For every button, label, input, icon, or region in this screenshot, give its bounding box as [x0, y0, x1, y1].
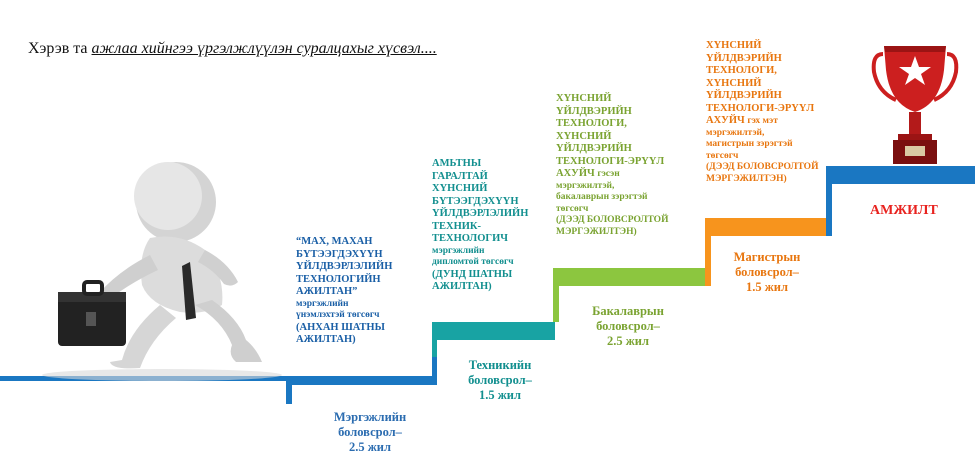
vocational-line: БҮТЭЭГДЭХҮҮН [296, 248, 383, 260]
technical-level: АЖИЛТАН) [432, 281, 492, 292]
running-man-with-briefcase-icon [42, 162, 282, 381]
technical-line: ТЕХНОЛОГИЧ [432, 233, 508, 244]
vocational-line: “МАХ, МАХАН [296, 236, 373, 247]
step-vocational-riser [286, 376, 292, 404]
technical-line: ГАРАЛТАЙ [432, 170, 488, 182]
vocational-description: “МАХ, МАХАН БҮТЭЭГДЭХҮҮН ҮЙЛДВЭРЛЭЛИЙН Т… [296, 236, 428, 347]
vocational-level: АЖИЛТАН) [296, 334, 356, 345]
master-line: ҮЙЛДВЭРИЙН [706, 52, 782, 64]
technical-line: ТЕХНИК- [432, 220, 482, 232]
trophy-star-icon [871, 46, 959, 164]
goal-label: АМЖИЛТ [870, 203, 938, 218]
technical-line: АМЬТНЫ [432, 158, 482, 169]
bachelor-sub: бакалаврын зэрэгтэй [556, 192, 648, 202]
technical-sub: дипломтой төгсөгч [432, 257, 514, 267]
master-description: ХҮНСНИЙ ҮЙЛДВЭРИЙН ТЕХНОЛОГИ, ХҮНСНИЙ ҮЙ… [706, 40, 830, 185]
step-top-tread [826, 166, 975, 184]
vocational-line: АЖИЛТАН” [296, 286, 358, 297]
bachelor-sub: төгсөгч [556, 203, 589, 214]
technical-sub: мэргэжлийн [432, 245, 485, 256]
technical-description: АМЬТНЫ ГАРАЛТАЙ ХҮНСНИЙ БҮТЭЭГДЭХҮҮН ҮЙЛ… [432, 158, 536, 294]
bachelor-line: ХҮНСНИЙ [556, 93, 612, 104]
step-master-tread [705, 218, 828, 236]
master-sub: мэргэжилтэй, [706, 127, 765, 138]
bachelor-level: МЭРГЭЖИЛТЭН) [556, 226, 637, 237]
bachelor-line: ХҮНСНИЙ [556, 130, 612, 142]
technical-line: БҮТЭЭГДЭХҮҮН [432, 195, 519, 207]
heading-prefix: Хэрэв та [28, 40, 92, 57]
step-top-riser [826, 168, 832, 236]
bachelor-inline-sub: гэсэн [597, 169, 620, 179]
master-line: ТЕХНОЛОГИ-ЭРҮҮЛ [706, 102, 815, 114]
step-bachelor-tread [553, 268, 708, 286]
bachelor-sub: мэргэжилтэй, [556, 180, 615, 191]
master-line: ХҮНСНИЙ [706, 77, 762, 89]
bachelor-stage-label: Бакалаврын боловсрол– 2.5 жил [592, 304, 664, 348]
bachelor-description: ХҮНСНИЙ ҮЙЛДВЭРИЙН ТЕХНОЛОГИ, ХҮНСНИЙ ҮЙ… [556, 93, 676, 238]
bachelor-line: ТЕХНОЛОГИ, [556, 118, 627, 129]
vocational-line: ҮЙЛДВЭРЛЭЛИЙН [296, 261, 393, 272]
master-sub: төгсөгч [706, 150, 739, 161]
bachelor-level: (ДЭЭД БОЛОВСРОЛТОЙ [556, 215, 669, 225]
master-level: (ДЭЭД БОЛОВСРОЛТОЙ [706, 162, 819, 172]
vocational-sub: үнэмлэхтэй төгсөгч [296, 310, 380, 320]
master-stage-label: Магистрын боловсрол– 1.5 жил [733, 250, 801, 294]
step-technical-riser [432, 322, 437, 357]
master-line: ҮЙЛДВЭРИЙН [706, 90, 782, 101]
technical-stage-label: Техникийн боловсрол– 1.5 жил [468, 358, 532, 402]
step-bachelor-riser [553, 270, 559, 322]
vocational-line: ТЕХНОЛОГИЙН [296, 273, 381, 285]
bachelor-line: ҮЙЛДВЭРИЙН [556, 143, 632, 154]
technical-line: ҮЙЛДВЭРЛЭЛИЙН [432, 208, 529, 219]
heading: Хэрэв та ажлаа хийнгээ үргэлжлүүлэн сура… [28, 40, 437, 58]
technical-line: ХҮНСНИЙ [432, 183, 488, 194]
bachelor-line: ТЕХНОЛОГИ-ЭРҮҮЛ [556, 155, 665, 167]
master-level: МЭРГЭЖИЛТЭН) [706, 173, 787, 184]
step-technical-tread [432, 322, 555, 340]
heading-highlight: ажлаа хийнгээ үргэлжлүүлэн суралцахыг хү… [91, 40, 437, 57]
vocational-stage-label: Мэргэжлийн боловсрол– 2.5 жил [333, 410, 407, 454]
master-line: ТЕХНОЛОГИ, [706, 65, 777, 76]
vocational-sub: мэргэжлийн [296, 298, 349, 309]
technical-level: (ДУНД ШАТНЫ [432, 268, 513, 280]
bachelor-line: ҮЙЛДВЭРИЙН [556, 105, 632, 117]
step-master-riser [705, 218, 711, 286]
master-line: ХҮНСНИЙ [706, 40, 762, 51]
vocational-level: (АНХАН ШАТНЫ [296, 321, 385, 333]
master-line: АХУЙЧ [706, 115, 745, 126]
step-vocational-riser2 [432, 340, 437, 385]
master-sub: магистрын зэрэгтэй [706, 139, 793, 149]
step-vocational-tread [288, 376, 434, 385]
bachelor-line: АХУЙЧ [556, 168, 595, 179]
master-inline-sub: гэх мэт [747, 116, 778, 126]
